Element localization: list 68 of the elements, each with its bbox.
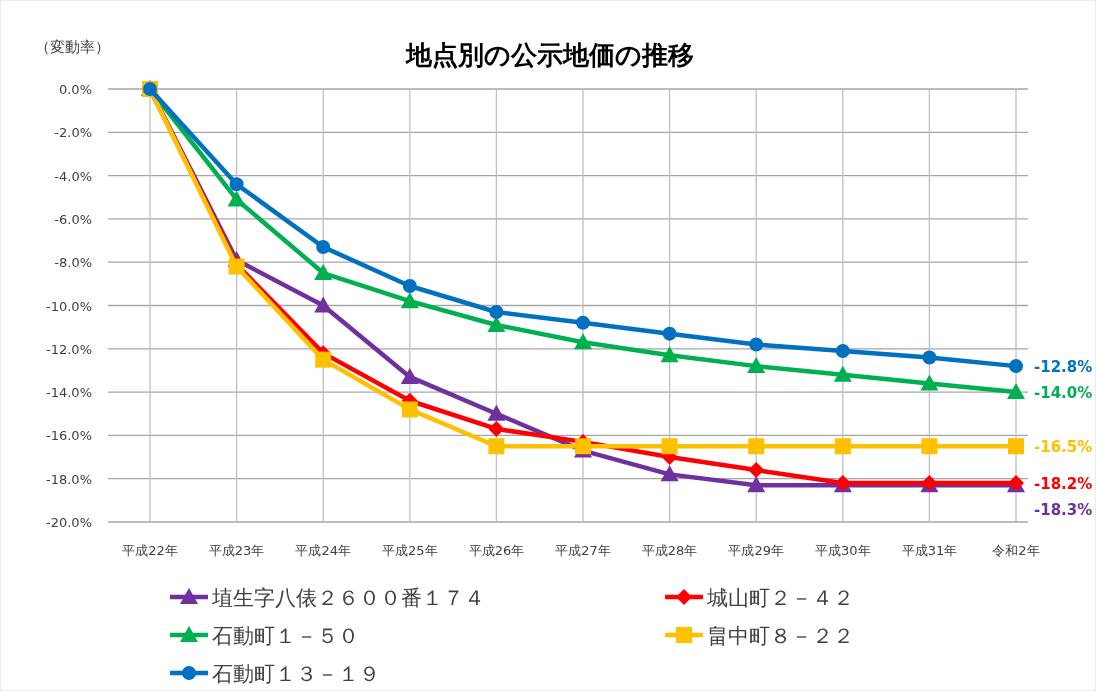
point [834, 438, 851, 455]
chart-title: 地点別の公示地価の推移 [405, 40, 694, 70]
point [833, 365, 852, 382]
x-tick-label: 平成27年 [555, 543, 611, 558]
y-tick-label: -20.0% [46, 515, 92, 530]
point [921, 438, 938, 455]
y-tick-label: 0.0% [58, 82, 92, 97]
point [227, 190, 246, 207]
x-tick-label: 平成31年 [901, 543, 958, 558]
y-tick-label: -6.0% [54, 211, 92, 227]
point [315, 351, 332, 368]
point [489, 305, 504, 319]
y-tick-label: -14.0% [46, 385, 92, 401]
legend-label: 畠中町８－２２ [707, 624, 854, 648]
legend-label: 石動町１３－１９ [212, 662, 380, 686]
x-tick-label: 平成26年 [468, 543, 525, 558]
point [922, 350, 937, 365]
point [487, 404, 506, 421]
x-tick-label: 平成24年 [295, 543, 351, 558]
x-tick-label: 平成28年 [641, 543, 698, 558]
point [314, 264, 333, 281]
point [229, 177, 244, 192]
point [835, 343, 850, 358]
point [747, 357, 766, 374]
point [1008, 438, 1024, 455]
y-tick-label: -8.0% [54, 255, 92, 271]
y-tick-label: -10.0% [46, 298, 92, 314]
point [576, 315, 590, 330]
x-tick-label: 平成22年 [122, 543, 178, 558]
point [660, 346, 679, 363]
point [400, 367, 419, 384]
point [400, 292, 419, 309]
point [661, 438, 678, 455]
data-label: -12.8% [1034, 358, 1093, 377]
y-tick-label: -12.0% [46, 341, 92, 357]
point [314, 296, 333, 313]
point [920, 374, 939, 391]
legend-label: 石動町１－５０ [212, 624, 359, 648]
point [662, 326, 677, 341]
point [749, 337, 764, 352]
point [488, 438, 505, 455]
point [1009, 359, 1023, 374]
x-tick-label: 平成29年 [728, 543, 784, 558]
point [747, 476, 766, 493]
y-tick-label: -18.0% [46, 471, 92, 487]
data-label: -16.5% [1034, 438, 1093, 457]
y-tick-label: -16.0% [46, 428, 92, 444]
x-tick-label: 平成25年 [382, 543, 438, 558]
data-label: -14.0% [1034, 384, 1093, 403]
x-tick-label: 令和2年 [992, 543, 1040, 558]
point [574, 333, 592, 350]
point [402, 279, 417, 294]
point [748, 462, 765, 479]
legend-label: 埴生字八俵２６００番１７４ [211, 586, 485, 610]
legend-label: 城山町２－４２ [706, 586, 854, 610]
point [316, 240, 331, 255]
point [660, 465, 679, 482]
y-axis-title: （変動率） [35, 38, 110, 56]
point [748, 438, 765, 455]
point [401, 401, 418, 418]
y-tick-label: -4.0% [54, 168, 92, 184]
data-label: -18.2% [1034, 475, 1093, 494]
y-tick-label: -2.0% [54, 125, 92, 141]
data-label: -18.3% [1034, 501, 1093, 520]
x-tick-label: 平成23年 [208, 543, 265, 558]
point [488, 420, 505, 437]
x-tick-label: 平成30年 [815, 543, 871, 558]
point [1007, 383, 1025, 400]
